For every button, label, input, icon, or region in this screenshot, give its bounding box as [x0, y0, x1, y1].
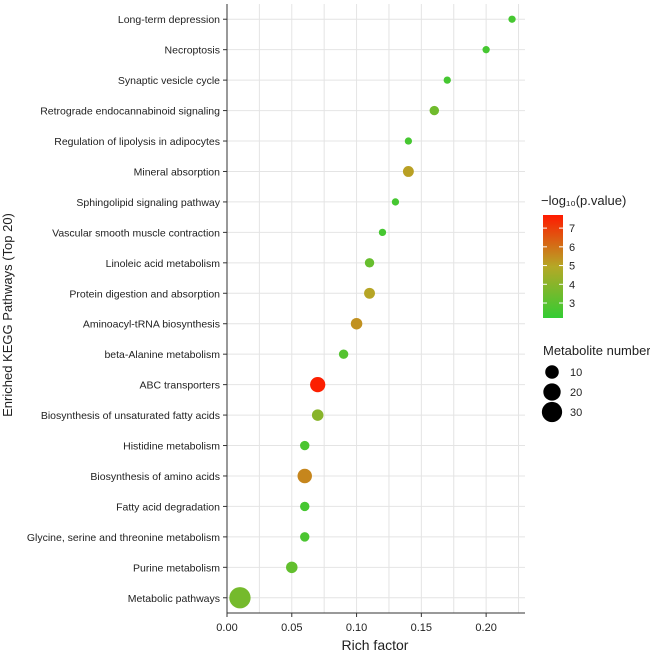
x-tick-label: 0.10 [346, 622, 367, 634]
y-tick-label: Glycine, serine and threonine metabolism [27, 532, 220, 544]
data-point [402, 166, 414, 177]
color-legend-bar [543, 215, 563, 318]
color-legend-title: −log₁₀(p.value) [541, 193, 626, 208]
data-point [443, 76, 451, 84]
y-tick-label: Vascular smooth muscle contraction [52, 227, 220, 239]
data-point [300, 532, 310, 542]
size-legend-label: 30 [570, 407, 582, 419]
y-tick-label: Aminoacyl-tRNA biosynthesis [83, 319, 220, 331]
x-tick-label: 0.05 [281, 622, 302, 634]
size-legend-label: 10 [570, 367, 582, 379]
y-tick-label: Regulation of lipolysis in adipocytes [54, 136, 220, 148]
y-tick-label: Mineral absorption [134, 166, 221, 178]
color-legend: −log₁₀(p.value) 3 4 5 6 7 [541, 193, 626, 318]
data-point [310, 376, 326, 393]
size-legend-items: 10 20 30 [541, 365, 582, 423]
data-points [229, 15, 516, 609]
y-tick-label: Sphingolipid signaling pathway [76, 197, 220, 209]
axes: 0.00 0.05 0.10 0.15 0.20 Long-term depression… [27, 4, 525, 634]
color-legend-tick-label: 3 [569, 298, 575, 310]
color-legend-tick-label: 5 [569, 261, 575, 273]
data-point [300, 440, 310, 451]
color-legend-tick-label: 6 [569, 242, 575, 254]
data-point [429, 105, 440, 116]
color-legend-tick-label: 4 [569, 279, 575, 291]
data-point [350, 317, 363, 330]
y-tick-label: Biosynthesis of amino acids [90, 471, 220, 483]
data-point [297, 468, 312, 484]
data-point [286, 561, 298, 574]
y-tick-label: Purine metabolism [133, 562, 220, 574]
size-legend-dot [545, 365, 559, 379]
y-tick-label: Biosynthesis of unsaturated fatty acids [41, 410, 220, 422]
y-tick-label: Necroptosis [165, 45, 220, 57]
data-point [404, 137, 413, 145]
color-legend-ticks: 3 4 5 6 7 [543, 223, 575, 310]
y-tick-label: Fatty acid degradation [116, 501, 220, 513]
y-tick-label: Protein digestion and absorption [69, 288, 220, 300]
y-tick-label: ABC transporters [139, 380, 220, 392]
data-point [508, 15, 516, 23]
x-tick-label: 0.00 [216, 622, 237, 634]
y-axis-label: Enriched KEGG Pathways (Top 20) [0, 213, 15, 417]
size-legend-dot [541, 401, 563, 423]
x-tick-label: 0.15 [411, 622, 432, 634]
size-legend: Metabolite number 10 20 30 [541, 343, 650, 423]
data-point [364, 258, 375, 268]
data-point [364, 287, 375, 299]
x-axis-label: Rich factor [342, 637, 409, 653]
y-tick-label: Linoleic acid metabolism [106, 258, 221, 270]
y-tick-label: Long-term depression [118, 14, 220, 26]
size-legend-title: Metabolite number [543, 343, 650, 358]
x-tick-label: 0.20 [475, 622, 496, 634]
size-legend-dot [543, 383, 561, 401]
plot-panel [227, 4, 525, 613]
y-tick-label: Retrograde endocannabinoid signaling [40, 106, 220, 118]
data-point [338, 349, 349, 359]
data-point [300, 501, 310, 512]
grid-layer [226, 4, 525, 613]
y-tick-label: beta-Alanine metabolism [104, 349, 220, 361]
color-legend-tick-label: 7 [569, 223, 575, 235]
data-point [378, 228, 387, 237]
y-tick-label: Synaptic vesicle cycle [118, 75, 220, 87]
data-point [482, 46, 490, 54]
data-point [311, 409, 324, 421]
size-legend-label: 20 [570, 387, 582, 399]
y-tick-label: Metabolic pathways [128, 593, 220, 605]
data-point [229, 587, 251, 609]
y-tick-label: Histidine metabolism [123, 441, 220, 453]
data-point [391, 198, 400, 206]
